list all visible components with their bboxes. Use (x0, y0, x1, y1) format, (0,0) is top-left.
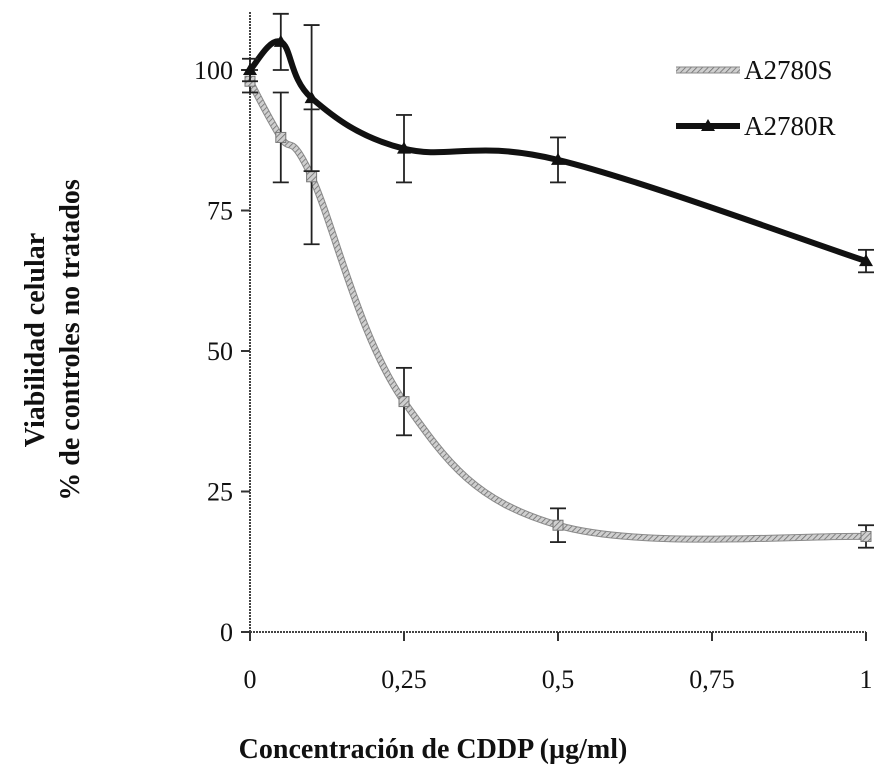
data-point-marker (304, 91, 319, 104)
data-point-marker (859, 254, 873, 267)
y-axis-title: Viabilidad celular % de controles no tra… (20, 179, 86, 501)
axes: 0 25 50 75 100 0 0,25 0,5 0,75 1 (194, 12, 873, 694)
x-tick-label: 0,75 (689, 665, 735, 694)
data-point-marker (551, 152, 565, 165)
y-tick-label: 0 (220, 618, 233, 647)
data-point-marker (552, 519, 564, 531)
data-point-marker (860, 530, 872, 542)
x-tick-label: 0 (244, 665, 257, 694)
x-tick-label: 0,25 (381, 665, 427, 694)
legend-entry-a2780r: A2780R (676, 111, 836, 141)
y-tick-label: 50 (207, 337, 233, 366)
series-layer (242, 12, 874, 549)
x-tick-label: 0,5 (542, 665, 575, 694)
data-point-marker (398, 396, 410, 408)
y-tick-label: 100 (194, 56, 233, 85)
legend: A2780S A2780R (676, 55, 836, 141)
data-point-marker (306, 171, 318, 183)
data-point-marker (273, 34, 288, 47)
data-point-marker (243, 63, 257, 75)
y-tick-label: 25 (207, 478, 233, 507)
y-tick-label: 75 (207, 197, 233, 226)
x-axis-title: Concentración de CDDP (µg/ml) (239, 734, 628, 765)
y-axis-title-line-2: % de controles no tratados (55, 179, 86, 501)
series-a2780r (242, 12, 874, 274)
y-axis-title-line-1: Viabilidad celular (20, 233, 51, 447)
legend-label: A2780S (744, 55, 833, 85)
x-tick-label: 1 (860, 665, 873, 694)
legend-entry-a2780s: A2780S (676, 55, 833, 85)
data-point-marker (397, 141, 411, 154)
data-point-marker (275, 131, 287, 143)
legend-label: A2780R (744, 111, 836, 141)
legend-marker (701, 119, 715, 131)
